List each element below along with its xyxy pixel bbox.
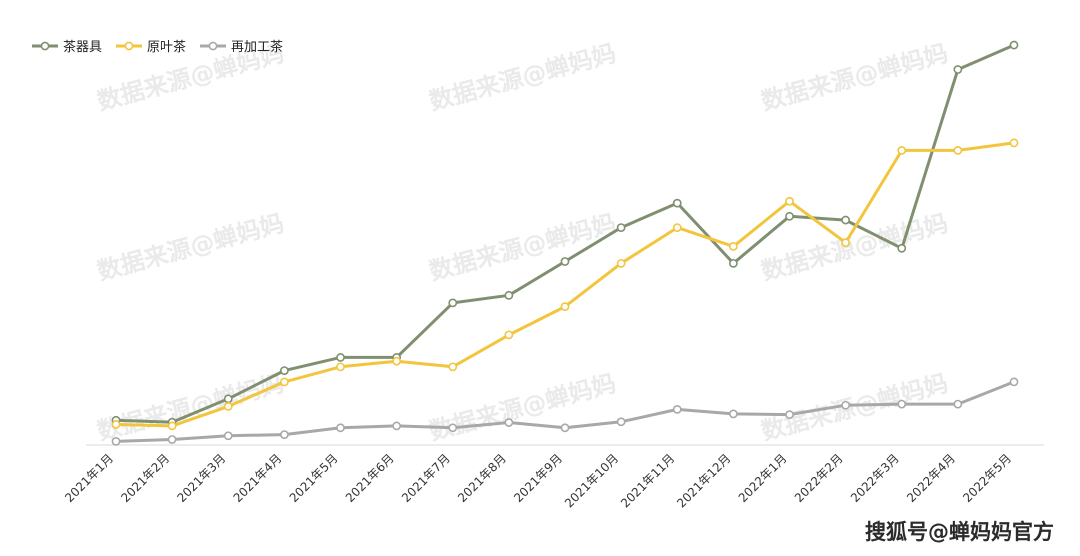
data-point bbox=[841, 238, 851, 248]
watermark-text: 数据来源@蝉妈妈 bbox=[758, 369, 951, 446]
data-point bbox=[448, 362, 458, 372]
legend-item: 再加工茶 bbox=[200, 39, 283, 55]
data-point bbox=[279, 377, 289, 387]
data-point bbox=[728, 242, 738, 251]
x-tick-label: 2022年2月 bbox=[792, 451, 846, 505]
legend-swatch-marker bbox=[124, 41, 134, 51]
x-tick-label: 2021年12月 bbox=[674, 451, 733, 510]
data-point bbox=[672, 404, 682, 414]
x-tick-label: 2021年8月 bbox=[455, 451, 509, 505]
data-point bbox=[728, 258, 738, 268]
data-point bbox=[560, 423, 570, 433]
data-point bbox=[672, 198, 682, 208]
x-tick-label: 2021年6月 bbox=[343, 451, 397, 505]
data-point bbox=[616, 417, 626, 427]
x-tick-label: 2021年9月 bbox=[511, 451, 565, 505]
legend-item: 茶器具 bbox=[32, 39, 102, 55]
x-tick-label: 2021年2月 bbox=[118, 451, 172, 505]
x-tick-label: 2022年5月 bbox=[960, 451, 1014, 505]
x-tick-label: 2021年3月 bbox=[174, 451, 228, 505]
data-point bbox=[223, 431, 233, 441]
x-tick-labels: 2021年1月 2021年2月 2021年3月 2021年4月 2021年5月 2021年… bbox=[62, 451, 1014, 510]
x-tick-label: 2021年10月 bbox=[562, 451, 621, 510]
data-point bbox=[448, 423, 458, 433]
data-point bbox=[223, 401, 233, 411]
watermark-text: 数据来源@蝉妈妈 bbox=[758, 39, 951, 116]
data-point bbox=[616, 223, 626, 232]
data-point bbox=[1009, 40, 1019, 50]
data-point bbox=[392, 421, 402, 431]
x-tick-label: 2022年1月 bbox=[736, 451, 790, 505]
data-point bbox=[785, 196, 794, 206]
corner-watermark: 搜狐号@蝉妈妈官方 bbox=[865, 520, 1054, 544]
legend-label: 再加工茶 bbox=[231, 39, 283, 55]
x-tick-label: 2021年7月 bbox=[399, 451, 453, 505]
data-point bbox=[785, 211, 794, 221]
watermark-text: 数据来源@蝉妈妈 bbox=[758, 209, 951, 286]
data-point bbox=[223, 394, 233, 404]
data-point bbox=[504, 418, 514, 427]
data-point bbox=[336, 362, 345, 372]
data-point bbox=[897, 399, 907, 409]
series-group bbox=[111, 377, 1019, 446]
data-point bbox=[167, 421, 177, 431]
x-tick-label: 2022年3月 bbox=[848, 451, 902, 505]
legend: 茶器具 原叶茶 再加工茶 bbox=[32, 39, 283, 55]
x-tick-label: 2021年4月 bbox=[231, 451, 285, 505]
legend-item: 原叶茶 bbox=[116, 39, 186, 55]
data-point bbox=[841, 400, 851, 410]
data-point bbox=[111, 420, 121, 429]
data-point bbox=[504, 290, 514, 300]
data-point bbox=[560, 302, 570, 312]
legend-swatch-marker bbox=[208, 41, 218, 51]
data-point bbox=[672, 223, 682, 232]
legend-label: 茶器具 bbox=[63, 39, 102, 55]
x-tick-label: 2022年4月 bbox=[904, 451, 958, 505]
data-point bbox=[953, 146, 963, 155]
data-point bbox=[111, 436, 121, 446]
data-point bbox=[392, 356, 402, 366]
x-tick-label: 2021年1月 bbox=[62, 451, 116, 505]
data-point bbox=[953, 65, 963, 74]
data-point bbox=[1009, 138, 1019, 148]
data-point bbox=[167, 435, 177, 444]
data-point bbox=[728, 409, 738, 419]
data-point bbox=[1009, 377, 1019, 387]
data-point bbox=[897, 146, 907, 155]
data-point bbox=[785, 410, 794, 420]
data-point bbox=[616, 258, 626, 268]
x-tick-label: 2021年11月 bbox=[618, 451, 677, 510]
data-point bbox=[897, 243, 907, 253]
data-point bbox=[448, 298, 458, 308]
data-point bbox=[336, 423, 345, 433]
data-point bbox=[279, 366, 289, 376]
data-point bbox=[841, 215, 851, 225]
watermark-text: 数据来源@蝉妈妈 bbox=[426, 39, 619, 116]
data-point bbox=[504, 330, 514, 340]
series-lines bbox=[111, 40, 1019, 446]
watermark-text: 数据来源@蝉妈妈 bbox=[94, 209, 287, 286]
legend-label: 原叶茶 bbox=[147, 39, 186, 55]
data-point bbox=[336, 353, 345, 362]
data-point bbox=[953, 399, 963, 409]
data-point bbox=[560, 257, 570, 266]
data-point bbox=[279, 430, 289, 439]
watermark-text: 数据来源@蝉妈妈 bbox=[426, 369, 619, 446]
x-tick-label: 2021年5月 bbox=[287, 451, 341, 505]
legend-swatch-marker bbox=[40, 41, 50, 51]
series-group bbox=[111, 138, 1019, 431]
